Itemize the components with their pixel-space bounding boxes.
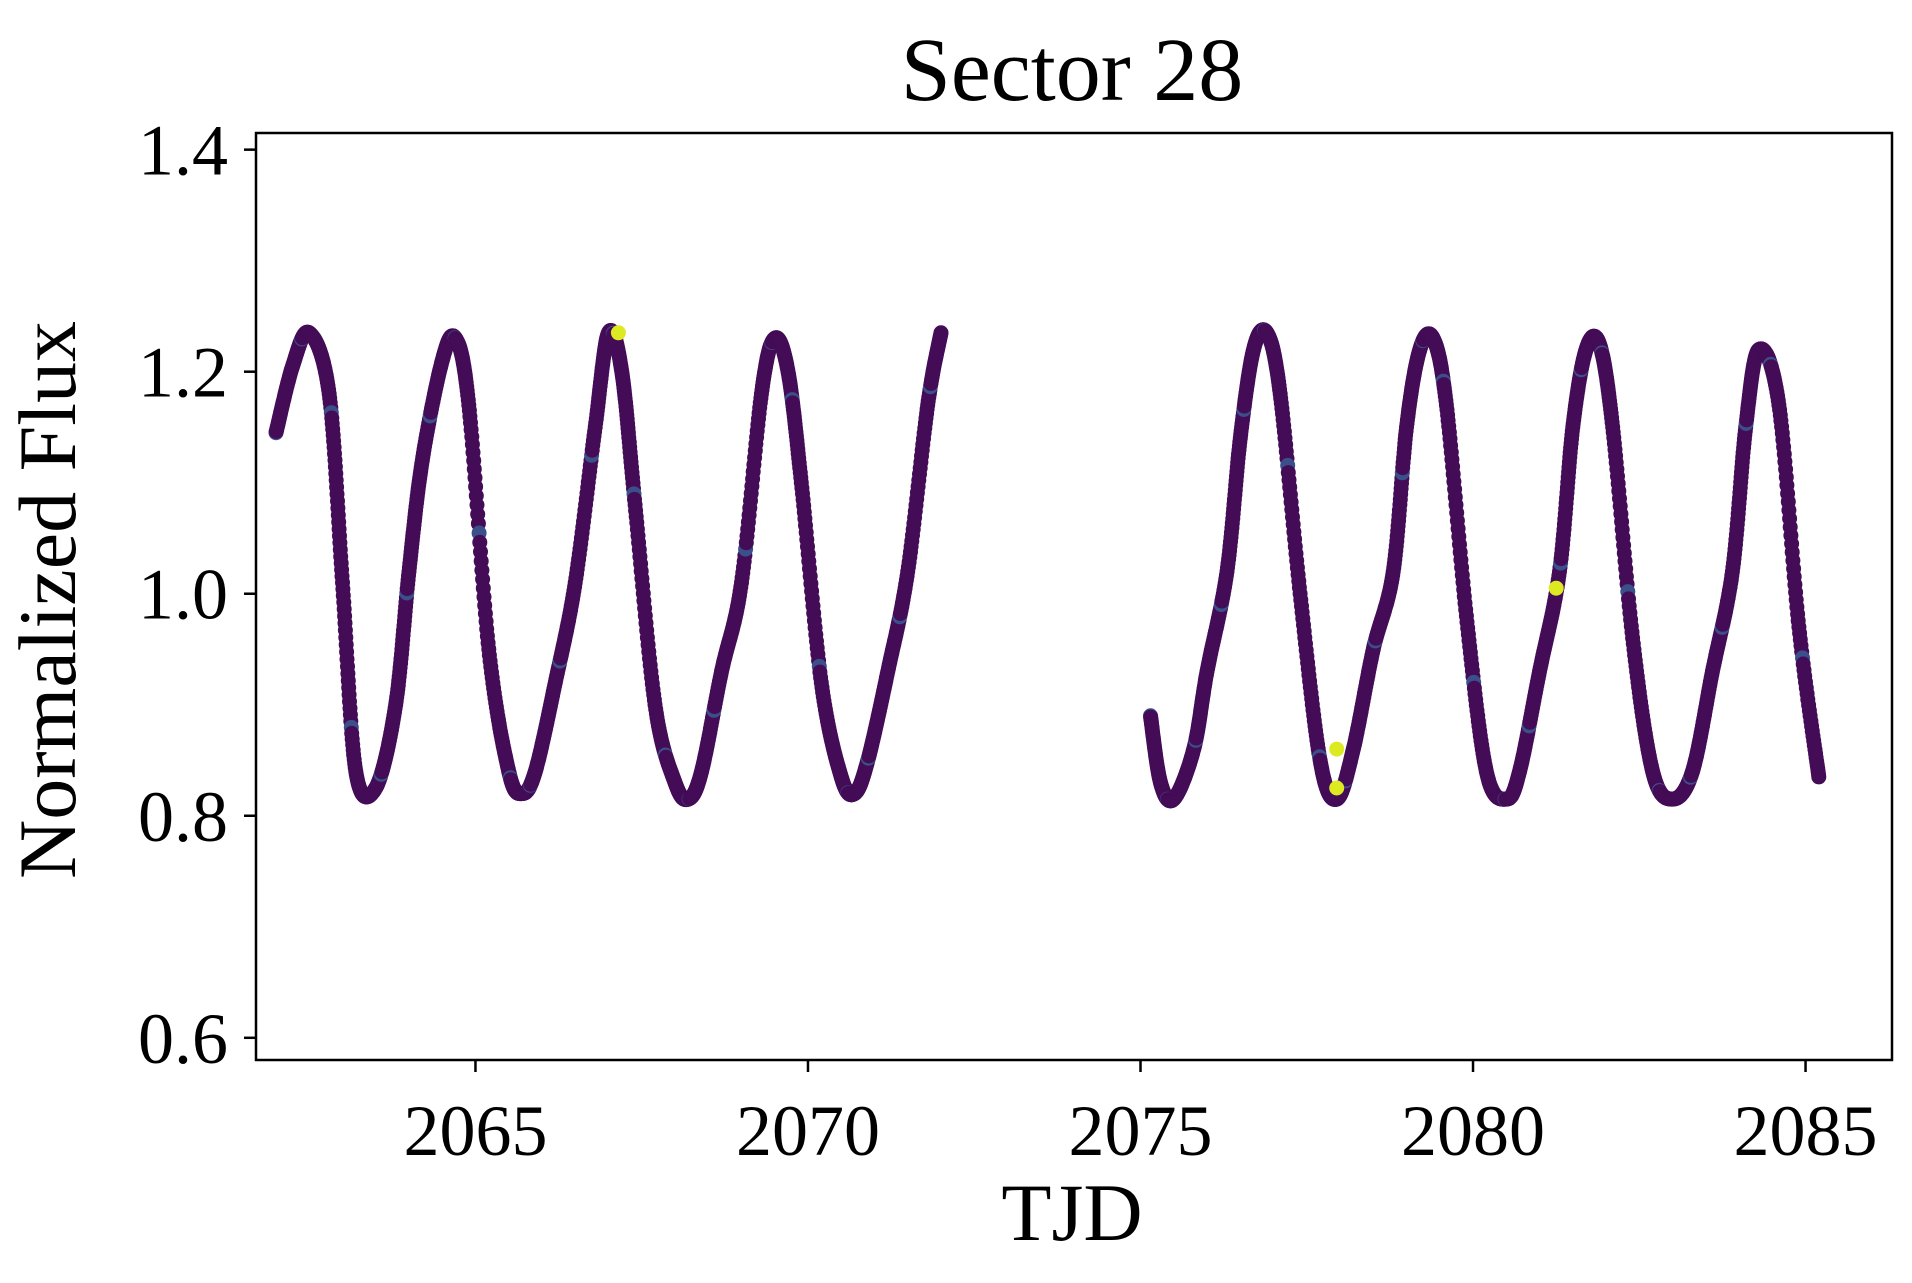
x-tick-label: 2085 <box>1734 1091 1878 1171</box>
chart-title: Sector 28 <box>901 21 1243 120</box>
x-tick-label: 2065 <box>403 1091 547 1171</box>
x-axis-ticks: 2065 2070 2075 2080 2085 <box>403 1060 1878 1171</box>
x-axis-label: TJD <box>1001 1167 1142 1258</box>
y-axis-label: Normalized Flux <box>2 321 93 879</box>
highlight-point <box>1548 580 1564 596</box>
highlight-point <box>1329 741 1345 757</box>
y-tick-label: 0.6 <box>138 999 228 1079</box>
highlight-point <box>1329 780 1345 796</box>
axes-frame <box>254 131 1894 1062</box>
y-tick-label: 0.8 <box>138 777 228 857</box>
highlight-point <box>610 325 626 341</box>
x-tick-label: 2080 <box>1401 1091 1545 1171</box>
x-tick-label: 2075 <box>1069 1091 1213 1171</box>
data-point <box>1811 769 1827 785</box>
y-tick-label: 1.2 <box>138 333 228 413</box>
plot-area <box>268 322 1827 809</box>
y-tick-label: 1.0 <box>138 555 228 635</box>
x-tick-label: 2070 <box>736 1091 880 1171</box>
y-axis-ticks: 0.6 0.8 1.0 1.2 1.4 <box>138 111 256 1079</box>
data-point <box>933 325 949 341</box>
y-tick-label: 1.4 <box>138 111 228 191</box>
